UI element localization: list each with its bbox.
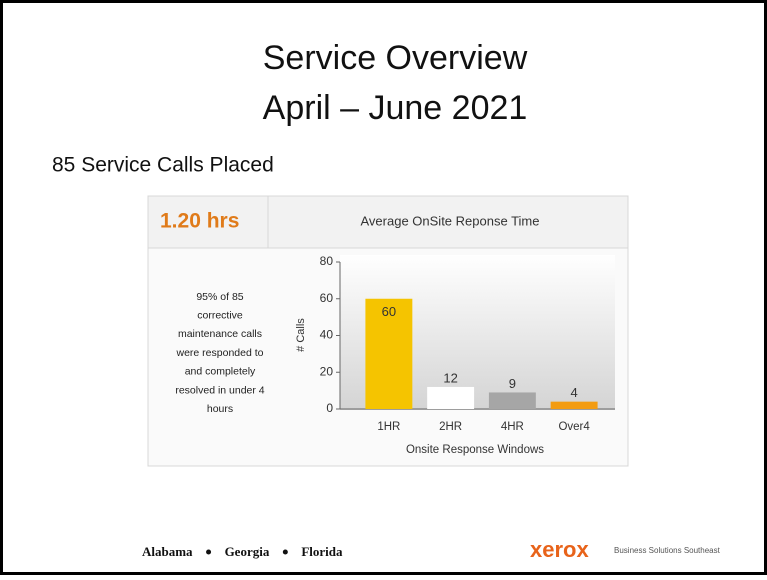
- x-tick-label: 2HR: [439, 421, 462, 433]
- note-line: 95% of 85: [196, 291, 243, 303]
- title: Service Overview: [263, 39, 528, 77]
- y-tick-label: 20: [320, 364, 334, 378]
- x-tick-label: 1HR: [377, 421, 400, 433]
- logo: xerox: [530, 537, 589, 562]
- subtitle: 85 Service Calls Placed: [52, 154, 274, 177]
- footer-state: Alabama: [142, 544, 193, 559]
- x-axis-label: Onsite Response Windows: [406, 444, 544, 456]
- y-axis-label: # Calls: [295, 318, 307, 352]
- note-line: resolved in under 4: [175, 384, 264, 396]
- panel-header: [147, 195, 629, 249]
- title: April – June 2021: [263, 89, 528, 127]
- x-tick-label: Over4: [558, 421, 590, 433]
- note-line: and completely: [185, 366, 256, 378]
- logo-tagline: Business Solutions Southeast: [614, 546, 721, 555]
- y-tick-label: 80: [320, 254, 334, 268]
- y-tick-label: 40: [320, 328, 334, 342]
- value-label: 9: [509, 376, 516, 391]
- note-line: maintenance calls: [178, 328, 262, 340]
- chart: 0 20 40 60 80 # Calls Onsite Response Windows 1…: [295, 254, 615, 456]
- y-tick-label: 0: [326, 401, 333, 415]
- value-label: 12: [443, 370, 457, 385]
- bar: [365, 298, 413, 409]
- kpi-caption: Average OnSite Reponse Time: [361, 213, 540, 228]
- note-line: were responded to: [176, 347, 264, 359]
- x-tick-label: 4HR: [501, 421, 524, 433]
- bar: [427, 386, 475, 409]
- bar: [488, 392, 536, 409]
- bar: [550, 401, 598, 409]
- footer-state: Georgia: [225, 544, 270, 559]
- value-label: 60: [382, 304, 396, 319]
- bullet: [206, 549, 212, 555]
- value-label: 4: [571, 385, 578, 400]
- note-line: hours: [207, 403, 233, 415]
- kpi: 1.20 hrs: [160, 210, 239, 233]
- note-line: corrective: [197, 309, 243, 321]
- y-tick-label: 60: [320, 291, 334, 305]
- bullet: [282, 549, 288, 555]
- footer-state: Florida: [301, 544, 343, 559]
